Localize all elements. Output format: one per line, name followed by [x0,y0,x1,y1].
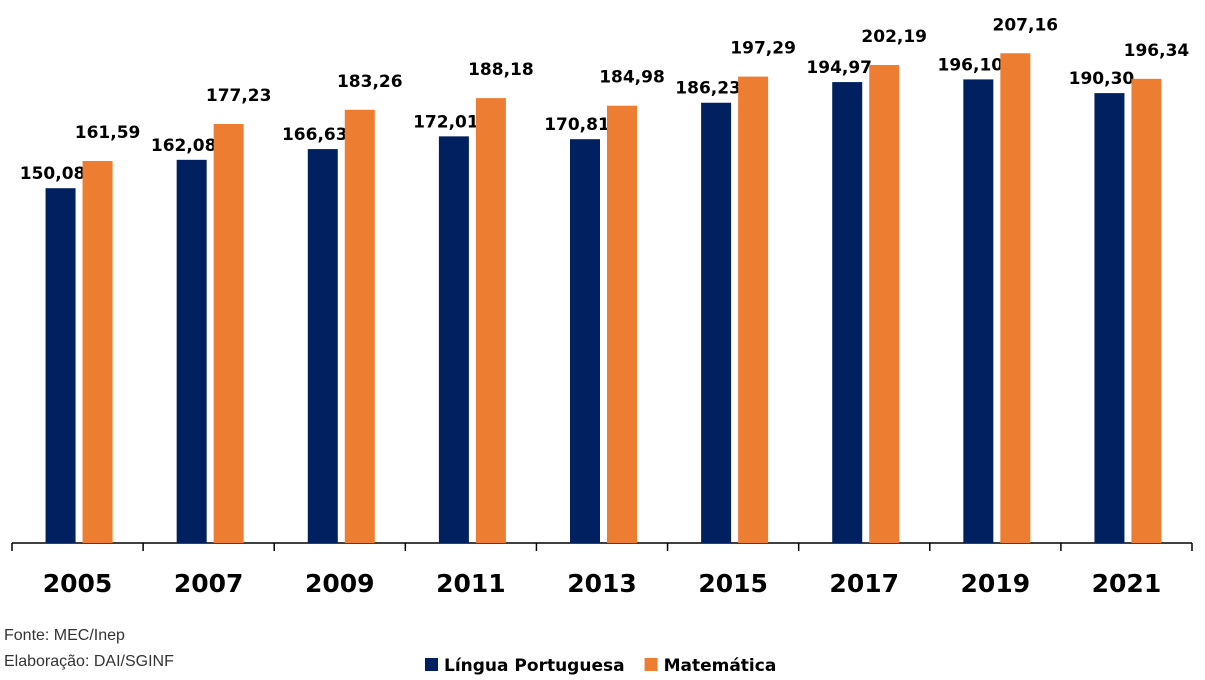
credit-note: Elaboração: DAI/SGINF [4,653,174,670]
bar [1094,93,1125,544]
bar [1000,53,1031,544]
x-tick-label: 2019 [961,569,1031,598]
data-label: 197,29 [730,39,796,59]
data-label: 190,30 [1069,69,1135,89]
data-label: 194,97 [806,58,872,78]
bar [570,139,600,543]
data-label: 202,19 [861,27,927,47]
bar [307,149,338,544]
bar [344,109,375,543]
data-label: 177,23 [206,86,272,106]
x-tick-label: 2015 [698,569,768,598]
x-tick-label: 2009 [305,569,375,598]
data-label: 196,34 [1124,41,1190,61]
x-tick-label: 2007 [174,569,244,598]
data-label: 162,08 [151,136,217,156]
data-label: 161,59 [75,123,141,143]
bar [176,159,207,543]
bar [475,98,506,543]
bar [607,105,637,543]
bar [213,124,244,543]
data-label: 170,81 [544,115,610,135]
data-label: 188,18 [468,60,534,80]
bar [832,82,863,543]
bar [738,76,769,544]
x-tick-label: 2021 [1092,569,1162,598]
data-label: 172,01 [413,112,479,132]
bar [1131,78,1162,544]
bar [438,136,469,544]
legend-label: Língua Portuguesa [444,656,625,676]
data-label: 184,98 [599,68,665,88]
x-tick-label: 2013 [567,569,637,598]
data-label: 196,10 [938,55,1004,75]
x-tick-label: 2011 [436,569,506,598]
data-label: 186,23 [675,79,741,99]
bar [82,160,113,543]
data-label: 183,26 [337,72,403,92]
bar [45,188,76,543]
bar [869,65,900,543]
source-note: Fonte: MEC/Inep [4,627,125,644]
bar [963,79,994,543]
data-label: 166,63 [282,125,348,145]
legend-label: Matemática [664,656,777,676]
data-label: 150,08 [20,164,86,184]
legend-swatch [425,658,438,671]
x-tick-label: 2017 [829,569,899,598]
bar [701,102,732,544]
legend-swatch [644,658,658,671]
data-label: 207,16 [993,15,1059,35]
x-tick-label: 2005 [43,569,113,598]
